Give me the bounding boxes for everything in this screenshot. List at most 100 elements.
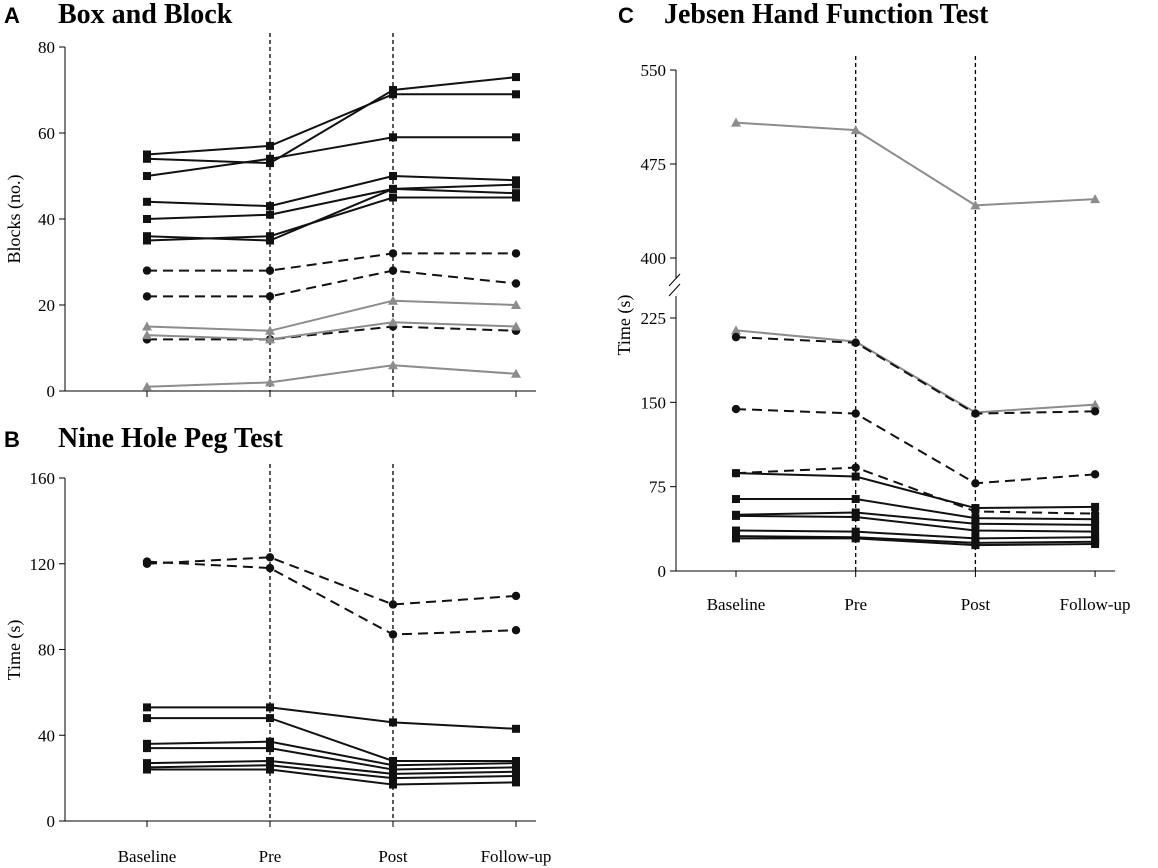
y-tick-label: 0 xyxy=(658,562,667,581)
data-point xyxy=(971,409,980,418)
data-point xyxy=(1090,399,1101,409)
data-point xyxy=(389,90,397,99)
data-point xyxy=(143,739,151,748)
data-point xyxy=(142,321,152,331)
series-line xyxy=(735,511,1096,526)
data-point xyxy=(142,559,152,568)
y-axis-label: Time (s) xyxy=(614,295,635,356)
series-line xyxy=(146,93,516,156)
data-point xyxy=(731,117,741,127)
y-tick-label: 475 xyxy=(641,155,667,174)
series-line xyxy=(147,747,517,771)
series-line xyxy=(146,364,517,388)
series-line xyxy=(147,717,516,762)
data-point xyxy=(389,761,397,770)
data-point xyxy=(512,176,520,185)
data-point xyxy=(266,154,274,163)
data-point xyxy=(512,771,520,780)
data-point xyxy=(851,527,860,536)
data-point xyxy=(143,703,151,712)
y-tick-label: 150 xyxy=(641,393,667,412)
data-point xyxy=(266,236,274,245)
series-line xyxy=(735,535,1096,544)
data-point xyxy=(971,526,980,535)
data-point xyxy=(143,714,151,723)
data-point xyxy=(851,508,860,517)
data-point xyxy=(266,737,274,746)
data-point xyxy=(388,600,398,609)
data-point xyxy=(1091,527,1100,536)
y-tick-label: 40 xyxy=(38,726,55,745)
panel-title: Jebsen Hand Function Test xyxy=(664,0,989,30)
data-point xyxy=(851,463,860,472)
data-point xyxy=(266,141,274,150)
series-line xyxy=(735,408,1096,485)
data-point xyxy=(511,249,521,258)
data-point xyxy=(1091,502,1100,511)
data-point xyxy=(266,202,274,211)
data-point xyxy=(851,495,860,504)
data-point xyxy=(851,534,860,543)
data-point xyxy=(265,563,275,573)
data-point xyxy=(512,759,520,768)
series-line xyxy=(735,336,1096,415)
series-line xyxy=(147,325,517,341)
data-point xyxy=(731,332,741,342)
x-tick-label: Follow-up xyxy=(1060,595,1131,614)
y-tick-label: 160 xyxy=(30,469,56,488)
data-point xyxy=(142,330,152,340)
data-point xyxy=(143,197,151,206)
data-point xyxy=(266,765,274,774)
data-point xyxy=(143,744,151,753)
data-point xyxy=(971,534,980,543)
data-point xyxy=(265,553,275,562)
data-point xyxy=(389,718,397,727)
y-tick-label: 60 xyxy=(38,124,55,143)
data-point xyxy=(970,200,981,210)
axis-break-mark xyxy=(668,283,681,297)
panel-b: B Nine Hole Peg Test 0 40 80 120 160 Baseline Pr… xyxy=(4,423,551,866)
data-point xyxy=(389,769,397,778)
x-tick-label: Post xyxy=(378,847,408,866)
data-point xyxy=(143,172,151,180)
data-point xyxy=(142,266,152,275)
data-point xyxy=(266,756,274,765)
series-line xyxy=(736,537,1096,547)
axis-break-mark xyxy=(668,273,681,287)
data-point xyxy=(143,236,151,245)
data-point xyxy=(1090,194,1101,204)
series-line xyxy=(735,514,1096,533)
data-point xyxy=(266,159,274,168)
data-point xyxy=(511,300,521,309)
series-line xyxy=(146,196,516,242)
y-tick-label: 80 xyxy=(38,38,55,57)
data-point xyxy=(266,761,274,770)
panel-letter: B xyxy=(4,427,20,452)
data-point xyxy=(389,765,397,774)
data-point xyxy=(143,759,151,768)
y-axis-label: Time (s) xyxy=(4,620,25,681)
data-point xyxy=(266,744,274,753)
data-point xyxy=(142,381,152,391)
series-line xyxy=(146,136,516,177)
data-point xyxy=(731,325,741,335)
data-point xyxy=(732,534,740,543)
series-line xyxy=(147,252,516,272)
data-point xyxy=(1091,520,1100,529)
data-point xyxy=(971,519,980,528)
y-tick-label: 75 xyxy=(649,478,666,497)
data-point xyxy=(512,90,520,99)
x-tick-label: Baseline xyxy=(118,847,177,866)
y-tick-label: 20 xyxy=(38,296,55,315)
panel-a: A Box and Block 0 20 40 60 80 Blocks (no.) xyxy=(4,0,536,401)
x-tick-label: Follow-up xyxy=(481,847,552,866)
series-line xyxy=(146,299,517,332)
data-point xyxy=(389,774,397,783)
series-line xyxy=(735,466,1096,515)
data-point xyxy=(389,86,397,94)
data-point xyxy=(732,511,740,520)
series-line xyxy=(147,768,517,786)
y-tick-label: 40 xyxy=(38,210,55,229)
x-tick-label: Baseline xyxy=(707,595,766,614)
